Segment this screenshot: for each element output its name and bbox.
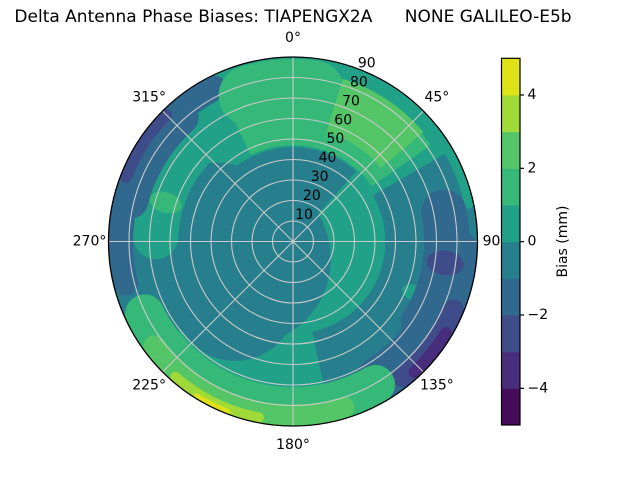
- colorbar-segment--1to0: [501, 241, 520, 279]
- colorbar-tick-label--4: −4: [528, 380, 549, 396]
- colorbar-label: Bias (mm): [555, 205, 571, 277]
- grid-spoke-45: [292, 110, 424, 242]
- radial-label-80: 80: [350, 74, 368, 90]
- contour-region--4to-3: [408, 327, 453, 379]
- page-title: Delta Antenna Phase Biases: TIAPENGX2A N…: [14, 7, 572, 27]
- colorbar-segment--2to-1: [501, 278, 520, 316]
- angle-label-90: 90: [483, 234, 501, 250]
- colorbar-tick-label--2: −2: [528, 307, 549, 323]
- angle-label-180: 180°: [276, 437, 310, 453]
- angle-label-315: 315°: [132, 90, 166, 106]
- colorbar: 4 2 0 −2 −4 Bias (mm): [500, 57, 571, 426]
- colorbar-segment-1to2: [501, 168, 520, 206]
- angle-label-0: 0°: [285, 30, 301, 46]
- colorbar-segment--3to-2: [501, 314, 520, 353]
- contour-region--3to-2: [120, 109, 173, 184]
- radial-label-60: 60: [334, 112, 352, 128]
- colorbar-segment-0to1: [501, 204, 520, 243]
- colorbar-segment-3to4: [501, 94, 520, 133]
- contour-region-3to4: [170, 371, 264, 423]
- grid-spoke-315: [162, 110, 294, 242]
- contour-region-0to1: [413, 107, 474, 209]
- contour-region-2to3: [143, 335, 355, 426]
- colorbar-tick-label-2: 2: [528, 160, 537, 176]
- colorbar-segment-4to5: [501, 58, 520, 96]
- contour-region--2to-1: [113, 99, 199, 219]
- colorbar-tick-label-4: 4: [528, 87, 537, 103]
- polar-grid: [108, 57, 478, 426]
- angle-label-270: 270°: [73, 234, 107, 250]
- contour-region-1to2: [149, 191, 182, 214]
- angle-label-135: 135°: [420, 377, 454, 393]
- contour-region-1to2: [218, 59, 344, 126]
- colorbar-segment-2to3: [501, 131, 520, 169]
- radial-label-70: 70: [342, 93, 360, 109]
- radial-label-30: 30: [311, 169, 329, 185]
- angle-label-45: 45°: [424, 90, 449, 106]
- grid-spoke-225: [162, 241, 294, 373]
- angle-label-225: 225°: [132, 377, 166, 393]
- grid-spoke-135: [292, 241, 424, 373]
- colorbar-tick-label-0: 0: [528, 234, 537, 250]
- polar-rim: [107, 56, 479, 427]
- radial-label-40: 40: [319, 150, 337, 166]
- radial-label-50: 50: [326, 131, 344, 147]
- radial-label-10: 10: [295, 207, 313, 223]
- colorbar-segment--4to-3: [501, 351, 520, 389]
- contour-region-4to5: [194, 393, 231, 414]
- radial-label-20: 20: [303, 188, 321, 204]
- contour-region-2to3: [325, 78, 424, 169]
- colorbar-segment--5to-4: [501, 388, 520, 426]
- radial-label-90: 90: [358, 55, 376, 71]
